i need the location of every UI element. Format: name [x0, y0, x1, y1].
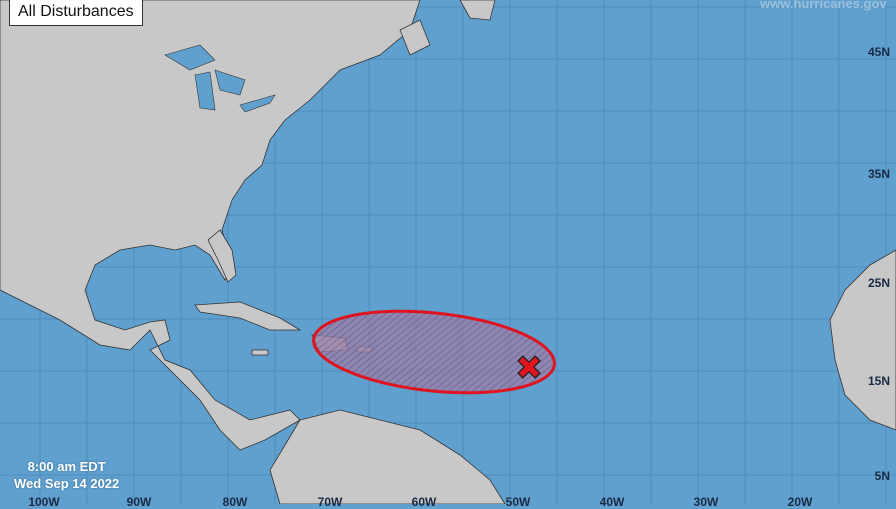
florida	[207, 229, 237, 283]
cuba	[194, 301, 302, 331]
lon-label: 70W	[317, 495, 343, 509]
lon-label: 40W	[599, 495, 625, 509]
lat-label: 25N	[867, 276, 890, 290]
disturbance-area[interactable]	[310, 301, 559, 404]
title-box: All Disturbances	[9, 0, 143, 26]
watermark: www.hurricanes.gov	[760, 0, 887, 11]
lon-label: 100W	[28, 495, 60, 509]
lat-label: 15N	[867, 374, 890, 388]
issue-timestamp: 8:00 am EDT Wed Sep 14 2022	[14, 458, 119, 492]
lat-label: 5N	[874, 469, 890, 483]
issue-time: 8:00 am EDT	[27, 459, 106, 474]
jamaica	[251, 349, 269, 356]
lon-label: 90W	[126, 495, 152, 509]
x-icon[interactable]	[517, 355, 541, 379]
lat-label: 35N	[867, 167, 890, 181]
lon-label: 20W	[787, 495, 813, 509]
lon-label: 80W	[222, 495, 248, 509]
issue-date: Wed Sep 14 2022	[14, 476, 120, 491]
lat-label: 45N	[867, 45, 890, 59]
greenland-tip	[459, 0, 496, 21]
lon-label: 30W	[693, 495, 719, 509]
lon-label: 60W	[411, 495, 437, 509]
south-america	[269, 409, 506, 504]
great-lakes	[164, 44, 276, 113]
lon-label: 50W	[505, 495, 531, 509]
newfoundland	[399, 19, 431, 56]
africa	[829, 249, 896, 431]
north-america	[0, 0, 421, 451]
